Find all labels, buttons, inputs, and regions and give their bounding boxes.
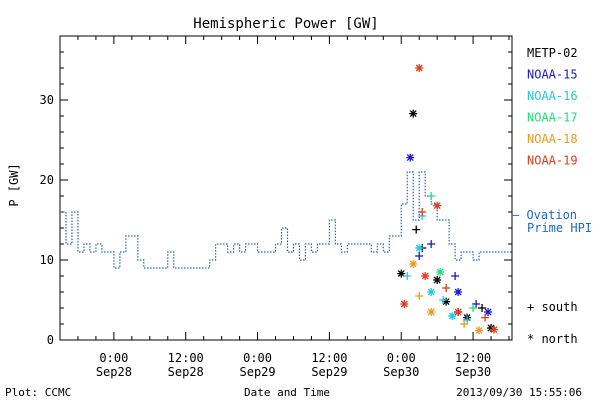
x-tick-sublabel: Sep30 — [383, 365, 419, 379]
point-noaa-19-south — [418, 208, 427, 216]
y-tick-label: 0 — [47, 333, 54, 347]
point-noaa-15-south — [415, 252, 424, 260]
legend-item: NOAA-18 — [527, 132, 578, 146]
legend-item: NOAA-17 — [527, 111, 578, 125]
plot-frame — [59, 35, 513, 341]
x-axis-ticks: 0:00Sep2812:00Sep280:00Sep2912:00Sep290:… — [59, 36, 510, 379]
y-tick-label: 10 — [40, 253, 54, 267]
legend-item: NOAA-16 — [527, 89, 578, 103]
point-noaa-16-north — [415, 244, 424, 252]
point-noaa-19-north — [433, 201, 442, 210]
x-tick-label: 12:00 — [168, 351, 204, 365]
point-noaa-18-south — [460, 320, 469, 328]
y-tick-label: 20 — [40, 173, 54, 187]
ovation-series — [60, 171, 512, 269]
chart-title: Hemispheric Power [GW] — [193, 16, 378, 32]
point-noaa-19-north — [415, 64, 424, 72]
point-noaa-15-north — [454, 288, 463, 296]
point-noaa-15-south — [451, 272, 460, 280]
point-noaa-19-north — [454, 308, 463, 316]
legend: METP-02 NOAA-15 NOAA-16 NOAA-17 NOAA-18 NOAA-… — [512, 46, 592, 346]
x-tick-sublabel: Sep28 — [168, 365, 204, 379]
legend-item: NOAA-19 — [527, 154, 578, 168]
x-tick-sublabel: Sep29 — [240, 365, 276, 379]
point-noaa-18-south — [415, 292, 424, 300]
satellite-points — [397, 64, 499, 335]
point-noaa-18-north — [427, 308, 436, 316]
point-noaa-19-south — [442, 284, 451, 292]
x-tick-label: 0:00 — [243, 351, 272, 365]
point-metp-02-north — [433, 276, 442, 284]
point-noaa-16-south — [439, 296, 448, 304]
x-axis-label: Date and Time — [244, 386, 330, 399]
point-noaa-18-north — [475, 326, 484, 335]
footer-plot-credit: Plot: CCMC — [5, 386, 71, 399]
point-noaa-17-south — [469, 304, 478, 312]
point-noaa-15-south — [427, 240, 436, 248]
point-noaa-17-south — [427, 192, 436, 200]
x-tick-sublabel: Sep28 — [96, 365, 132, 379]
y-axis-label: P [GW] — [7, 163, 21, 206]
legend-north: * north — [527, 332, 578, 346]
point-noaa-19-north — [421, 272, 430, 280]
point-metp-02-south — [412, 225, 421, 234]
legend-item: NOAA-15 — [527, 68, 578, 82]
x-tick-sublabel: Sep30 — [455, 365, 491, 379]
point-noaa-16-north — [448, 312, 457, 320]
point-noaa-19-north — [490, 325, 499, 334]
point-metp-02-south — [478, 304, 487, 312]
legend-ovation-line1: — Ovation — [512, 208, 577, 222]
point-noaa-15-north — [406, 153, 415, 162]
x-tick-sublabel: Sep29 — [311, 365, 347, 379]
x-tick-label: 0:00 — [387, 351, 416, 365]
point-noaa-18-north — [409, 260, 418, 268]
ovation-step-line — [60, 171, 512, 269]
point-noaa-16-north — [427, 288, 436, 296]
point-noaa-16-south — [403, 272, 412, 280]
point-noaa-17-north — [436, 268, 445, 276]
legend-ovation-line2: Prime HPI — [527, 221, 592, 235]
y-axis-ticks: 0 10 20 30 — [40, 35, 512, 347]
x-tick-label: 0:00 — [99, 351, 128, 365]
point-metp-02-north — [409, 109, 418, 118]
x-tick-label: 12:00 — [311, 351, 347, 365]
footer-timestamp: 2013/09/30 15:55:06 — [456, 386, 582, 399]
legend-item: METP-02 — [527, 46, 578, 60]
point-noaa-15-north — [484, 308, 493, 316]
legend-south: + south — [527, 300, 578, 314]
y-tick-label: 30 — [40, 93, 54, 107]
point-noaa-19-north — [400, 300, 409, 308]
x-tick-label: 12:00 — [455, 351, 491, 365]
point-noaa-19-south — [481, 313, 490, 322]
